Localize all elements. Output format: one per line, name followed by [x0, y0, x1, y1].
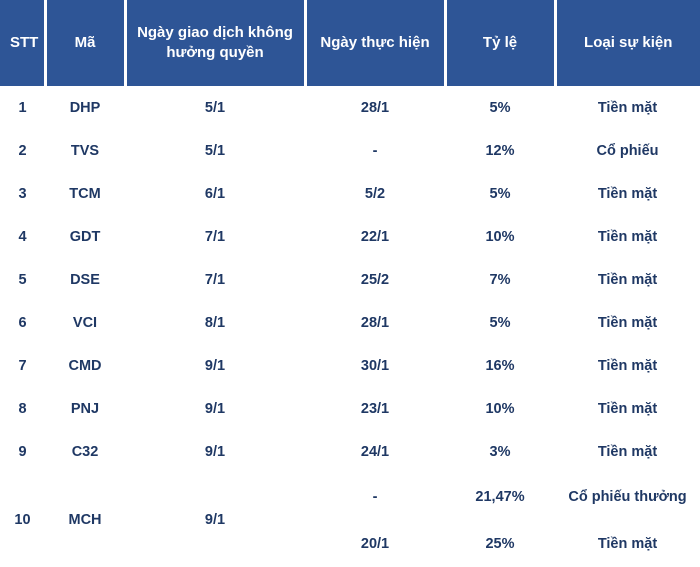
cell-exec-date: 28/1	[360, 314, 390, 331]
cell-loai: Tiền mặt	[597, 185, 658, 202]
table-body: 1 DHP 5/1 28/1 5% Tiền mặt 2 TVS 5/1 - 1…	[0, 86, 700, 567]
cell-exec-date: 22/1	[360, 228, 390, 245]
cell-ex-date: 9/1	[204, 400, 226, 417]
cell-ma: MCH	[68, 512, 102, 528]
col-header-exec-date: Ngày thực hiện	[305, 0, 447, 86]
cell-ma: PNJ	[70, 400, 100, 417]
cell-loai: Tiền mặt	[597, 443, 658, 460]
cell-exec-date: 23/1	[360, 400, 390, 417]
cell-ty-le: 16%	[485, 357, 515, 374]
cell-ma: DSE	[70, 271, 100, 288]
cell-loai: Tiền mặt	[597, 99, 658, 116]
cell-ty-le: 7%	[489, 271, 511, 288]
table-row: 3 TCM 6/1 5/2 5% Tiền mặt	[0, 172, 700, 215]
table-row: 2 TVS 5/1 - 12% Cổ phiếu	[0, 129, 700, 172]
cell-ex-date: 5/1	[204, 99, 226, 116]
cell-loai: Tiền mặt	[597, 535, 658, 552]
table-row: 6 VCI 8/1 28/1 5% Tiền mặt	[0, 301, 700, 344]
cell-ty-le: 5%	[489, 99, 511, 116]
cell-ex-date: 9/1	[204, 512, 226, 528]
cell-loai: Cổ phiếu	[596, 142, 659, 159]
cell-ty-le: 21,47%	[475, 488, 525, 505]
col-header-ty-le: Tỷ lệ	[445, 0, 557, 86]
table-row: 5 DSE 7/1 25/2 7% Tiền mặt	[0, 258, 700, 301]
cell-ty-le: 10%	[485, 400, 515, 417]
cell-exec-date: 25/2	[360, 271, 390, 288]
cell-loai: Tiền mặt	[597, 228, 658, 245]
cell-ma: DHP	[69, 99, 101, 116]
cell-ma: C32	[71, 443, 99, 460]
cell-ex-date: 9/1	[204, 357, 226, 374]
cell-stt: 2	[18, 142, 27, 159]
cell-ex-date: 9/1	[204, 443, 226, 460]
col-header-ex-date: Ngày giao dịch không hưởng quyền	[125, 0, 307, 86]
cell-ty-le: 5%	[489, 314, 511, 331]
cell-ty-le: 3%	[489, 443, 511, 460]
cell-ex-date: 5/1	[204, 142, 226, 159]
cell-stt: 3	[18, 185, 27, 202]
cell-ma: VCI	[72, 314, 98, 331]
cell-exec-date: 30/1	[360, 357, 390, 374]
col-header-ma: Mã	[45, 0, 127, 86]
table-row: 1 DHP 5/1 28/1 5% Tiền mặt	[0, 86, 700, 129]
cell-stt: 4	[18, 228, 27, 245]
cell-stt: 1	[18, 99, 27, 116]
cell-exec-date: -	[372, 488, 378, 505]
cell-ty-le: 25%	[485, 535, 515, 552]
cell-stt: 6	[18, 314, 27, 331]
cell-exec-date: 20/1	[360, 535, 390, 552]
cell-stt: 10	[14, 512, 31, 528]
cell-stt: 8	[18, 400, 27, 417]
col-header-stt: STT	[0, 0, 47, 86]
cell-exec-date: -	[372, 142, 378, 159]
table-row: 9 C32 9/1 24/1 3% Tiền mặt	[0, 430, 700, 473]
cell-exec-date: 28/1	[360, 99, 390, 116]
table-row: 10 MCH 9/1 - 21,47% Cổ phiếu thưởng	[0, 473, 700, 529]
cell-ex-date: 8/1	[204, 314, 226, 331]
cell-stt: 5	[18, 271, 27, 288]
cell-loai: Tiền mặt	[597, 400, 658, 417]
cell-ty-le: 5%	[489, 185, 511, 202]
header-row: STT Mã Ngày giao dịch không hưởng quyền …	[0, 0, 700, 86]
cell-ex-date: 7/1	[204, 271, 226, 288]
cell-stt: 9	[18, 443, 27, 460]
cell-ex-date: 6/1	[204, 185, 226, 202]
cell-ty-le: 10%	[485, 228, 515, 245]
cell-exec-date: 5/2	[364, 185, 386, 202]
cell-loai: Tiền mặt	[597, 357, 658, 374]
table-row: 4 GDT 7/1 22/1 10% Tiền mặt	[0, 215, 700, 258]
cell-ma: CMD	[68, 357, 102, 374]
table-row: 8 PNJ 9/1 23/1 10% Tiền mặt	[0, 387, 700, 430]
table-row: 7 CMD 9/1 30/1 16% Tiền mặt	[0, 344, 700, 387]
cell-ma: GDT	[69, 228, 101, 245]
cell-loai: Cổ phiếu thưởng	[568, 488, 687, 505]
table-header: STT Mã Ngày giao dịch không hưởng quyền …	[0, 0, 700, 86]
cell-ma: TCM	[69, 185, 101, 202]
cell-ty-le: 12%	[485, 142, 515, 159]
cell-loai: Tiền mặt	[597, 271, 658, 288]
cell-ex-date: 7/1	[204, 228, 226, 245]
col-header-loai: Loại sự kiện	[555, 0, 700, 86]
cell-loai: Tiền mặt	[597, 314, 658, 331]
cell-ma: TVS	[70, 142, 100, 159]
cell-exec-date: 24/1	[360, 443, 390, 460]
cell-stt: 7	[18, 357, 27, 374]
